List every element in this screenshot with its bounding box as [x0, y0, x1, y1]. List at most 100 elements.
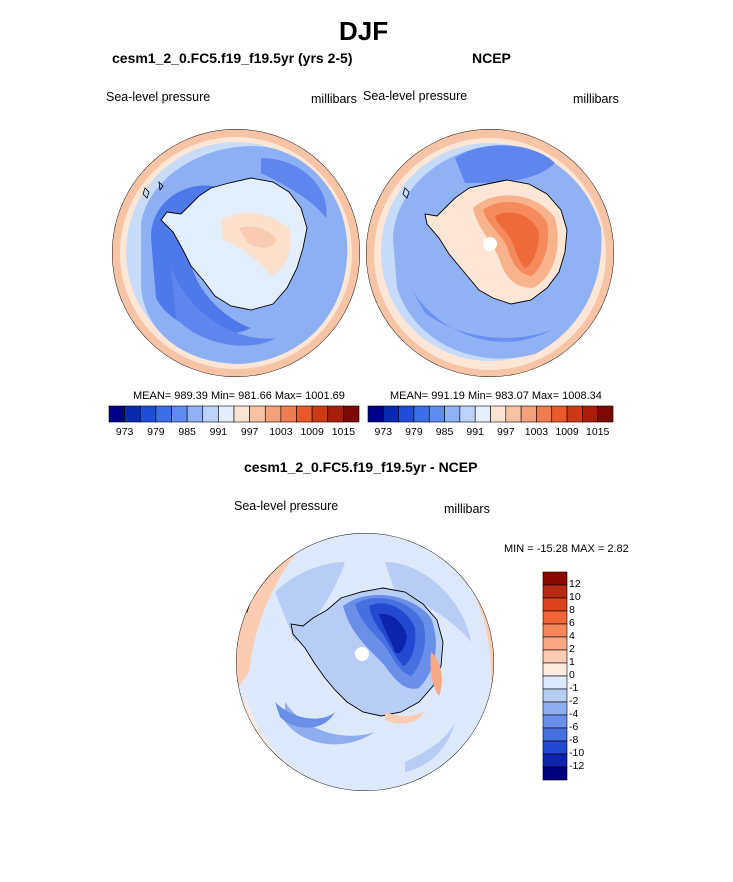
model-colorbar-swatch — [124, 405, 141, 423]
model-colorbar-tick-label: 1009 — [300, 426, 324, 438]
model-colorbar-swatch — [264, 405, 282, 423]
diff-colorbar-tick-label: -2 — [569, 695, 579, 707]
diff-units-label: millibars — [444, 502, 490, 516]
diff-colorbar-swatch — [542, 584, 568, 599]
obs-colorbar-tick-label: 973 — [374, 426, 393, 438]
obs-colorbar-tick-label: 997 — [497, 426, 515, 438]
obs-colorbar-swatch — [459, 405, 476, 423]
diff-colorbar-swatch — [542, 740, 568, 755]
obs-colorbar-swatch — [444, 405, 461, 423]
model-colorbar-ticks: 973 979 985 991 997 1003 1009 1015 — [109, 426, 359, 440]
model-colorbar-swatch — [108, 405, 125, 423]
obs-colorbar-swatch — [413, 405, 430, 423]
diff-colorbar-tick-label: 2 — [569, 643, 575, 655]
model-colorbar-swatch — [202, 405, 219, 423]
diff-colorbar — [542, 571, 568, 781]
obs-stats: MEAN= 991.19 Min= 983.07 Max= 1008.34 — [390, 390, 602, 402]
obs-variable-label: Sea-level pressure — [363, 89, 468, 103]
diff-colorbar-swatch — [542, 571, 568, 586]
diff-colorbar-tick-label: 6 — [569, 617, 575, 629]
model-colorbar-swatch — [343, 405, 360, 423]
diff-colorbar-tick-label: -8 — [569, 734, 579, 746]
diff-colorbar-tick-label: -10 — [569, 747, 585, 759]
obs-colorbar-tick-label: 991 — [466, 426, 484, 438]
model-panel-title: cesm1_2_0.FC5.f19_f19.5yr (yrs 2-5) — [112, 50, 353, 66]
diff-colorbar-swatch — [542, 701, 568, 716]
diff-colorbar-tick-label: -12 — [569, 760, 585, 772]
diff-colorbar-ticks: 12 10 8 6 4 2 1 0 -1 -2 -4 -6 -8 -10 -12 — [569, 572, 609, 780]
model-units-label: millibars — [311, 92, 357, 106]
obs-units-label: millibars — [573, 92, 619, 106]
obs-colorbar-tick-label: 1009 — [555, 426, 579, 438]
diff-colorbar-swatch — [542, 623, 568, 638]
model-polar-map — [112, 129, 360, 377]
model-colorbar-swatch — [296, 405, 313, 423]
model-colorbar-tick-label: 973 — [115, 426, 134, 438]
model-colorbar-tick-label: 1003 — [269, 426, 293, 438]
obs-colorbar-swatch — [490, 405, 507, 423]
diff-colorbar-tick-label: 1 — [569, 656, 575, 668]
diff-colorbar-tick-label: 10 — [569, 591, 581, 603]
obs-colorbar-swatch — [474, 405, 491, 423]
diff-polar-map — [236, 533, 494, 791]
model-colorbar-swatch — [171, 405, 188, 423]
diff-colorbar-tick-label: -1 — [569, 682, 579, 694]
model-colorbar-swatch — [280, 405, 297, 423]
diff-colorbar-swatch — [542, 727, 568, 742]
obs-colorbar-swatch — [367, 405, 384, 423]
diff-colorbar-tick-label: -4 — [569, 708, 579, 720]
diff-panel-title: cesm1_2_0.FC5.f19_f19.5yr - NCEP — [244, 459, 478, 475]
diff-colorbar-swatch — [542, 636, 568, 651]
diff-colorbar-swatch — [542, 675, 568, 690]
figure-title: DJF — [339, 16, 389, 46]
model-colorbar-swatch — [311, 405, 329, 423]
diff-colorbar-swatch — [542, 597, 568, 612]
obs-panel-title: NCEP — [472, 50, 511, 66]
diff-colorbar-swatch — [542, 649, 568, 664]
model-colorbar-tick-label: 985 — [178, 426, 196, 438]
diff-colorbar-swatch — [542, 766, 568, 781]
obs-colorbar-swatch — [566, 405, 583, 423]
diff-colorbar-swatch — [542, 753, 568, 768]
model-colorbar-swatch — [186, 405, 204, 423]
model-colorbar — [108, 405, 360, 423]
obs-colorbar-tick-label: 985 — [435, 426, 454, 438]
model-colorbar-swatch — [327, 405, 344, 423]
diff-colorbar-swatch — [542, 610, 568, 625]
model-colorbar-tick-label: 997 — [240, 426, 259, 438]
obs-colorbar-swatch — [505, 405, 522, 423]
diff-pole-mask — [355, 647, 369, 661]
model-stats: MEAN= 989.39 Min= 981.66 Max= 1001.69 — [133, 390, 345, 402]
obs-colorbar-swatch — [383, 405, 399, 423]
model-colorbar-tick-label: 991 — [209, 426, 228, 438]
diff-colorbar-swatch — [542, 688, 568, 703]
model-colorbar-swatch — [218, 405, 235, 423]
obs-colorbar — [367, 405, 614, 423]
obs-polar-map — [366, 129, 614, 377]
model-colorbar-swatch — [233, 405, 250, 423]
obs-colorbar-swatch — [582, 405, 598, 423]
diff-colorbar-swatch — [542, 662, 568, 677]
obs-colorbar-tick-label: 1015 — [586, 426, 610, 438]
diff-colorbar-tick-label: -6 — [569, 721, 579, 733]
model-variable-label: Sea-level pressure — [106, 90, 211, 104]
diff-colorbar-swatch — [542, 714, 568, 729]
diff-colorbar-tick-label: 0 — [569, 669, 575, 681]
obs-colorbar-swatch — [398, 405, 415, 423]
obs-colorbar-swatch — [520, 405, 537, 423]
diff-colorbar-tick-label: 12 — [569, 578, 581, 590]
obs-colorbar-swatch — [551, 405, 568, 423]
obs-colorbar-ticks: 973 979 985 991 997 1003 1009 1015 — [368, 426, 613, 440]
model-colorbar-swatch — [139, 405, 157, 423]
diff-colorbar-tick-label: 4 — [569, 630, 575, 642]
obs-colorbar-tick-label: 1003 — [524, 426, 549, 438]
model-colorbar-tick-label: 1015 — [331, 426, 356, 438]
obs-colorbar-swatch — [428, 405, 445, 423]
diff-variable-label: Sea-level pressure — [234, 499, 339, 513]
obs-colorbar-swatch — [536, 405, 553, 423]
diff-minmax: MIN = -15.28 MAX = 2.82 — [504, 543, 629, 555]
obs-colorbar-tick-label: 979 — [405, 426, 423, 438]
model-colorbar-tick-label: 979 — [147, 426, 165, 438]
obs-pole-mask — [483, 237, 497, 251]
model-colorbar-swatch — [155, 405, 172, 423]
